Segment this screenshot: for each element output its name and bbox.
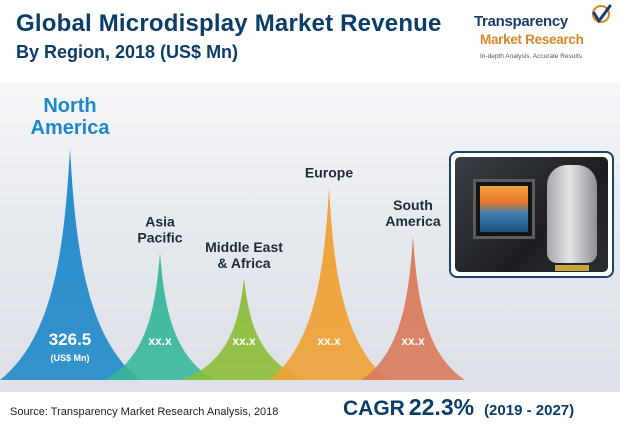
checkmark-icon [592, 4, 612, 23]
cagr-value: 22.3% [408, 394, 475, 420]
area-peak-south-america [361, 236, 465, 380]
footer-bar [0, 392, 620, 431]
cagr-period: (2019 - 2027) [484, 402, 575, 419]
category-label: South [393, 197, 433, 213]
category-label: North [43, 95, 96, 117]
display-chip [473, 179, 535, 239]
category-label: Asia [145, 213, 175, 229]
category-label: Europe [305, 164, 353, 180]
data-value-label: xx.x [317, 334, 341, 348]
viewfinder-cylinder [547, 165, 597, 263]
category-label: Middle East [205, 239, 283, 255]
category-label: America [385, 213, 440, 229]
title-line-1: Global Microdisplay Market Revenue [16, 10, 442, 37]
logo-tagline: In-depth Analysis. Accurate Results [480, 53, 582, 60]
area-peak-asia-pacific [105, 252, 215, 380]
cagr-callout: CAGR 22.3% (2019 - 2027) [343, 394, 574, 421]
data-value-label: 326.5 [49, 330, 92, 349]
logo-brand-line-1: Transparency [474, 13, 568, 30]
area-peak-europe [269, 187, 389, 380]
data-value-label: xx.x [148, 334, 172, 348]
area-peak-middle-east-africa [182, 277, 306, 380]
source-note: Source: Transparency Market Research Ana… [10, 406, 279, 418]
cagr-label: CAGR [343, 397, 405, 420]
category-label: Pacific [137, 229, 182, 245]
category-label: America [31, 117, 111, 139]
category-label: & Africa [217, 255, 270, 271]
data-value-label: xx.x [232, 334, 256, 348]
area-peak-north-america [0, 148, 140, 380]
logo-brand-line-2: Market Research [480, 32, 584, 47]
data-value-label: xx.x [401, 334, 425, 348]
value-unit-label: (US$ Mn) [51, 353, 90, 363]
title-line-2: By Region, 2018 (US$ Mn) [16, 42, 239, 62]
display-screen [480, 186, 528, 232]
page-title: Global Microdisplay Market Revenue By Re… [16, 10, 442, 64]
company-logo: Transparency Market Research In-depth An… [474, 4, 614, 66]
microdisplay-product-photo [449, 151, 614, 278]
connector-pins [555, 265, 589, 271]
